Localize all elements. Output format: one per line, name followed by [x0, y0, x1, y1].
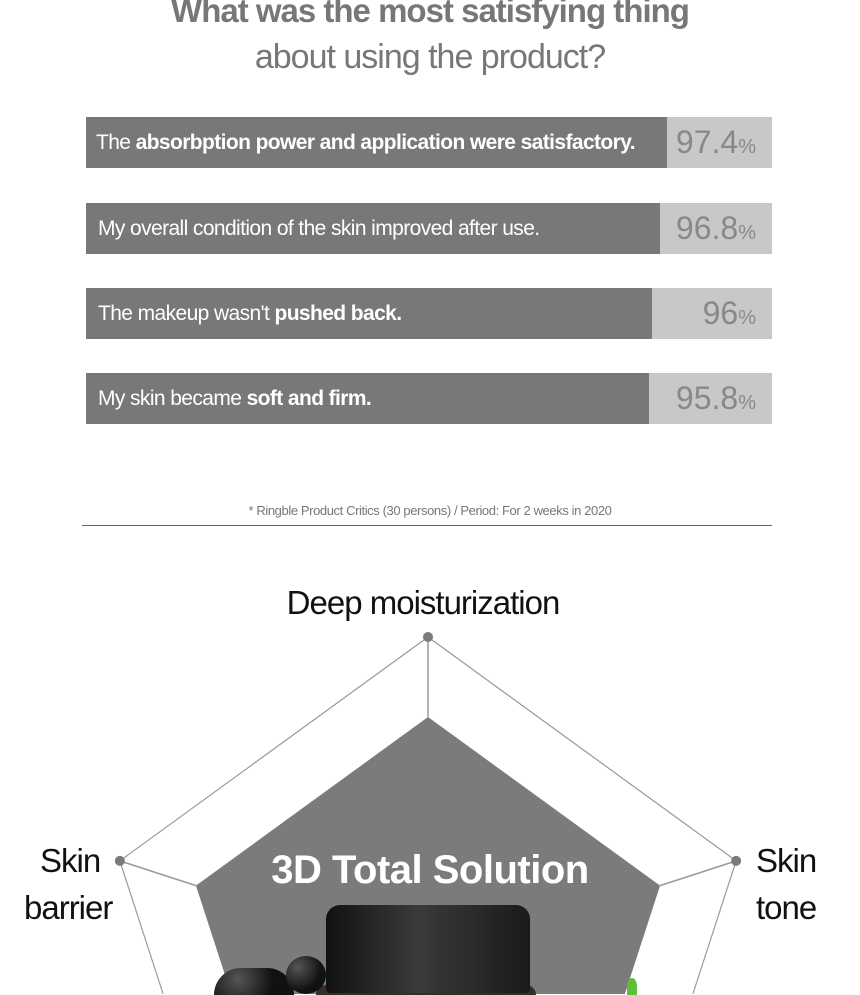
- radar-axis-label-skin-tone-1: Skin: [756, 842, 817, 879]
- leaf-image: [627, 978, 637, 995]
- divider: [82, 525, 772, 526]
- radar-axis-label-skin-barrier-1: Skin: [40, 842, 101, 879]
- label-plain: The makeup wasn't: [98, 302, 275, 325]
- survey-bar-label: My overall condition of the skin improve…: [98, 203, 540, 254]
- value-number: 97.4: [675, 124, 739, 160]
- survey-bar-label: My skin became soft and firm.: [98, 373, 372, 424]
- radar-spoke: [659, 860, 737, 887]
- survey-bar-fill: [86, 117, 667, 168]
- label-bold: absorbption power and application were s…: [135, 131, 636, 154]
- survey-bar-value: 97.4%: [676, 117, 756, 173]
- survey-bar-value: 96.8%: [676, 203, 756, 259]
- survey-title-line1: What was the most satisfying thing: [171, 0, 690, 29]
- radar-outer-edge: [119, 860, 164, 995]
- value-number: 96.8: [675, 210, 739, 246]
- value-unit: %: [738, 136, 756, 158]
- radar-vertex-dot: [423, 632, 433, 642]
- survey-bar-fill: [86, 203, 660, 254]
- radar-axis-label-skin-tone-2: tone: [756, 889, 817, 926]
- value-number: 95.8: [675, 380, 739, 416]
- radar-axis-label-skin-barrier-2: barrier: [24, 889, 113, 926]
- value-number: 96: [702, 295, 739, 331]
- survey-bar-label: The absorbption power and application we…: [96, 117, 636, 168]
- radar-outer-edge: [427, 636, 737, 862]
- radar-outer-edge: [692, 860, 737, 995]
- value-unit: %: [738, 222, 756, 244]
- label-bold: soft and firm.: [246, 387, 372, 410]
- radar-vertex-dot: [731, 855, 742, 866]
- value-unit: %: [738, 392, 756, 414]
- radar-center-title: 3D Total Solution: [271, 848, 589, 892]
- survey-title-line2: about using the product?: [254, 38, 606, 76]
- radar-vertex-dot: [114, 855, 125, 866]
- radar-outer-edge: [119, 636, 429, 862]
- survey-bar-value: 95.8%: [676, 373, 756, 429]
- blackberry-image: [286, 956, 326, 994]
- blackberry-image: [214, 968, 294, 995]
- survey-bar: The absorbption power and application we…: [86, 117, 772, 168]
- survey-bar: The makeup wasn't pushed back. 96%: [86, 288, 772, 339]
- label-bold: pushed back.: [274, 302, 402, 325]
- label-plain: My skin became: [98, 387, 247, 410]
- survey-bar-fill: [86, 288, 652, 339]
- survey-bar: My skin became soft and firm. 95.8%: [86, 373, 772, 424]
- survey-bar-label: The makeup wasn't pushed back.: [98, 288, 402, 339]
- value-unit: %: [738, 307, 756, 329]
- label-plain: The: [96, 131, 136, 154]
- survey-bar: My overall condition of the skin improve…: [86, 203, 772, 254]
- radar-spoke: [119, 860, 197, 887]
- product-jar-lid: [326, 905, 530, 993]
- label-plain: My overall condition of the skin improve…: [98, 217, 540, 240]
- survey-bar-value: 96%: [703, 288, 756, 344]
- radar-axis-label-deep-moisturization: Deep moisturization: [286, 584, 561, 621]
- footnote: * Ringble Product Critics (30 persons) /…: [248, 503, 612, 518]
- survey-bar-fill: [86, 373, 649, 424]
- radar-value-area: [195, 717, 661, 994]
